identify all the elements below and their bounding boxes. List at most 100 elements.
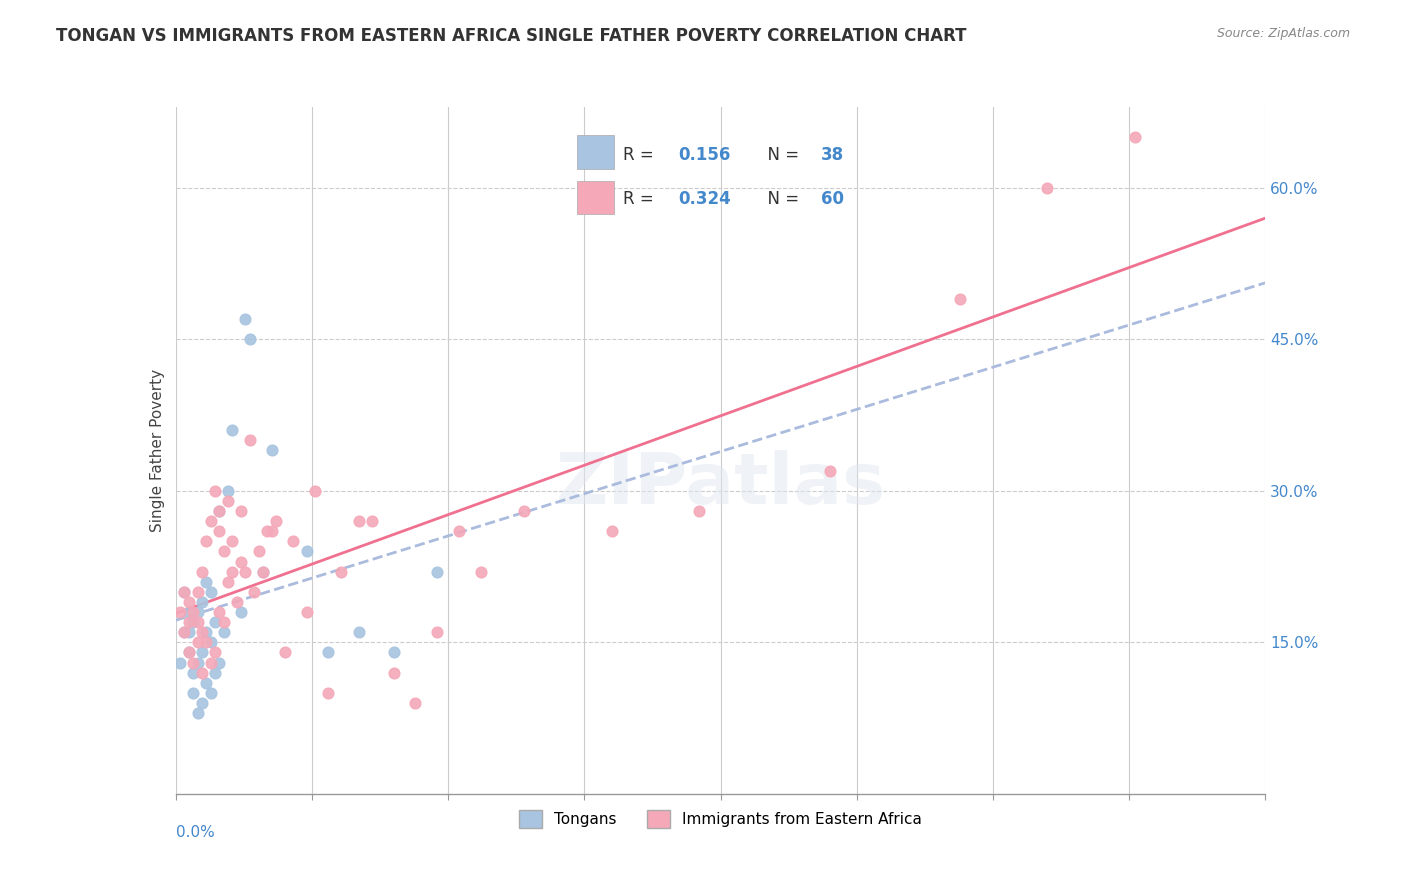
Point xyxy=(200,686,222,700)
Point xyxy=(212,615,235,630)
Text: TONGAN VS IMMIGRANTS FROM EASTERN AFRICA SINGLE FATHER POVERTY CORRELATION CHART: TONGAN VS IMMIGRANTS FROM EASTERN AFRICA… xyxy=(56,27,967,45)
Point xyxy=(177,595,200,609)
Point xyxy=(360,514,382,528)
Point xyxy=(264,514,287,528)
Point xyxy=(217,483,239,498)
Point xyxy=(260,443,283,458)
Point xyxy=(200,585,222,599)
Point xyxy=(204,665,226,680)
Point xyxy=(217,494,239,508)
Point xyxy=(191,696,214,710)
Point xyxy=(318,645,340,659)
Y-axis label: Single Father Poverty: Single Father Poverty xyxy=(149,369,165,532)
Point xyxy=(177,645,200,659)
Point xyxy=(169,656,191,670)
Point xyxy=(283,534,305,549)
Text: Source: ZipAtlas.com: Source: ZipAtlas.com xyxy=(1216,27,1350,40)
Point xyxy=(186,585,209,599)
Point xyxy=(221,565,243,579)
Point xyxy=(221,423,243,437)
Point xyxy=(195,625,218,640)
Text: ZIPatlas: ZIPatlas xyxy=(555,450,886,519)
Point xyxy=(252,565,274,579)
Point xyxy=(195,675,218,690)
Point xyxy=(235,565,257,579)
Point xyxy=(200,635,222,649)
Point xyxy=(200,656,222,670)
Point xyxy=(256,524,278,539)
Point xyxy=(382,645,405,659)
Point xyxy=(818,464,841,478)
Point xyxy=(191,565,214,579)
Point xyxy=(169,605,191,619)
Point xyxy=(204,483,226,498)
Point xyxy=(330,565,353,579)
Point xyxy=(186,615,209,630)
Point xyxy=(304,483,326,498)
Point xyxy=(212,625,235,640)
Point xyxy=(295,544,318,558)
Point xyxy=(181,665,204,680)
Point xyxy=(191,625,214,640)
Text: 0.0%: 0.0% xyxy=(176,825,215,839)
Point xyxy=(186,706,209,720)
Point xyxy=(200,514,222,528)
Legend: Tongans, Immigrants from Eastern Africa: Tongans, Immigrants from Eastern Africa xyxy=(513,804,928,834)
Point xyxy=(191,645,214,659)
Point xyxy=(173,585,195,599)
Point xyxy=(181,686,204,700)
Point xyxy=(177,605,200,619)
Point xyxy=(239,332,262,346)
Point xyxy=(217,574,239,589)
Point xyxy=(949,292,972,306)
Point xyxy=(260,524,283,539)
Point xyxy=(600,524,623,539)
Point xyxy=(231,555,253,569)
Point xyxy=(231,504,253,518)
Point xyxy=(1123,130,1146,145)
Point xyxy=(405,696,427,710)
Point xyxy=(181,605,204,619)
Point xyxy=(382,665,405,680)
Point xyxy=(208,524,231,539)
Point xyxy=(225,595,247,609)
Point xyxy=(191,665,214,680)
Point xyxy=(186,605,209,619)
Point xyxy=(208,504,231,518)
Point xyxy=(208,504,231,518)
Point xyxy=(247,544,270,558)
Point xyxy=(1036,181,1059,195)
Point xyxy=(173,625,195,640)
Point xyxy=(195,534,218,549)
Point xyxy=(181,615,204,630)
Point xyxy=(347,514,370,528)
Point xyxy=(204,645,226,659)
Point xyxy=(231,605,253,619)
Point xyxy=(513,504,536,518)
Point xyxy=(177,645,200,659)
Point xyxy=(274,645,297,659)
Point xyxy=(235,312,257,326)
Point xyxy=(295,605,318,619)
Point xyxy=(318,686,340,700)
Point xyxy=(426,625,449,640)
Point xyxy=(208,605,231,619)
Point xyxy=(177,625,200,640)
Point xyxy=(347,625,370,640)
Point xyxy=(688,504,710,518)
Point xyxy=(181,656,204,670)
Point xyxy=(239,434,262,448)
Point xyxy=(177,615,200,630)
Point xyxy=(426,565,449,579)
Point xyxy=(195,574,218,589)
Point xyxy=(204,615,226,630)
Point xyxy=(252,565,274,579)
Point xyxy=(208,656,231,670)
Point xyxy=(186,635,209,649)
Point xyxy=(447,524,470,539)
Point xyxy=(243,585,266,599)
Point xyxy=(212,544,235,558)
Point xyxy=(195,635,218,649)
Point xyxy=(173,585,195,599)
Point xyxy=(173,625,195,640)
